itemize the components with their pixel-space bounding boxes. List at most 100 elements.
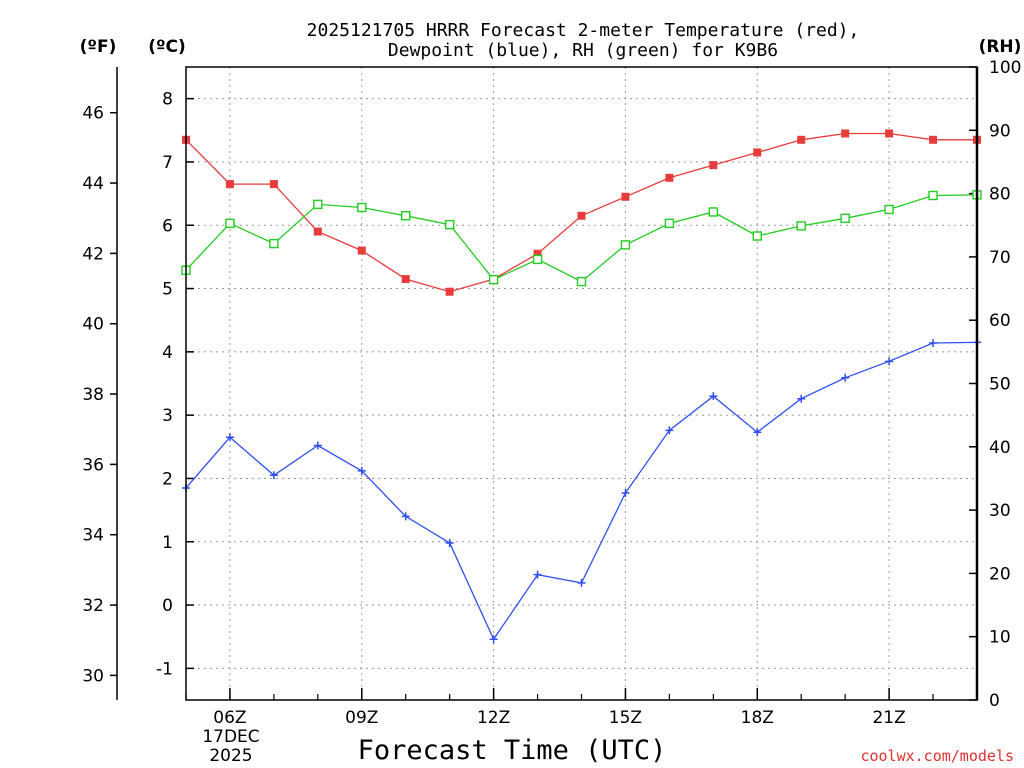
grid-lines bbox=[186, 67, 977, 700]
rh-point bbox=[840, 213, 850, 223]
dewpoint-point bbox=[929, 338, 938, 347]
temperature-point bbox=[665, 173, 674, 182]
f-tick-label: 36 bbox=[82, 455, 104, 475]
x-tick-label: 09Z bbox=[345, 708, 378, 728]
chart-title-line1: 2025121705 HRRR Forecast 2-meter Tempera… bbox=[307, 20, 860, 41]
rh-tick-label: 60 bbox=[989, 311, 1011, 331]
rh-point bbox=[313, 199, 323, 210]
rh-tick-label: 100 bbox=[989, 58, 1021, 78]
temperature-point bbox=[929, 135, 938, 144]
temperature-point bbox=[797, 135, 806, 144]
rh-point bbox=[576, 276, 587, 287]
celsius-axis: -1 0 1 2 3 4 5 6 7 8 bbox=[156, 90, 194, 679]
rh-point bbox=[796, 221, 806, 231]
x-tick-label: 18Z bbox=[741, 708, 774, 728]
series-temperature bbox=[182, 129, 981, 296]
credit-label: coolwx.com/models bbox=[860, 747, 1014, 765]
rh-point bbox=[357, 202, 367, 213]
dewpoint-point bbox=[753, 428, 762, 437]
c-tick-label: 6 bbox=[162, 216, 173, 236]
celsius-unit-label: (ºC) bbox=[148, 37, 186, 57]
rh-tick-label: 80 bbox=[989, 185, 1011, 205]
temperature-point bbox=[753, 148, 762, 157]
x-tick-label: 21Z bbox=[872, 708, 905, 728]
temperature-point bbox=[577, 211, 586, 220]
rh-point bbox=[444, 219, 455, 230]
temperature-point bbox=[885, 129, 894, 138]
f-tick-label: 32 bbox=[82, 596, 104, 616]
dewpoint-point bbox=[665, 426, 674, 435]
c-tick-label: 2 bbox=[162, 469, 173, 489]
dewpoint-point bbox=[533, 570, 542, 579]
f-tick-label: 30 bbox=[82, 666, 104, 686]
rh-line bbox=[185, 194, 978, 283]
time-axis: 06Z 09Z 12Z 15Z 18Z 21Z bbox=[185, 688, 978, 728]
rh-axis: 0 10 20 30 40 50 60 70 80 90 100 bbox=[969, 58, 1021, 711]
rh-point bbox=[884, 204, 894, 215]
series-dewpoint bbox=[182, 338, 981, 644]
rh-tick-label: 90 bbox=[989, 121, 1011, 141]
dewpoint-point bbox=[445, 539, 454, 548]
temperature-point bbox=[533, 249, 542, 258]
rh-tick-label: 40 bbox=[989, 438, 1011, 458]
date-label-year: 2025 bbox=[209, 746, 252, 766]
temperature-point bbox=[621, 192, 630, 201]
rh-tick-label: 10 bbox=[989, 628, 1011, 648]
f-tick-label: 34 bbox=[82, 526, 104, 546]
fahrenheit-unit-label: (ºF) bbox=[80, 37, 117, 57]
f-tick-label: 42 bbox=[82, 244, 104, 264]
date-label-day: 17DEC bbox=[202, 727, 259, 747]
temperature-point bbox=[401, 275, 410, 284]
rh-point bbox=[225, 218, 235, 229]
f-tick-label: 38 bbox=[82, 385, 104, 405]
fahrenheit-axis: 30 32 34 36 38 40 42 44 46 bbox=[82, 104, 117, 686]
dewpoint-line bbox=[185, 341, 978, 641]
temperature-point bbox=[445, 287, 454, 296]
c-tick-label: 3 bbox=[162, 406, 173, 426]
c-tick-label: 1 bbox=[162, 533, 173, 553]
rh-point bbox=[708, 207, 719, 217]
temperature-point bbox=[841, 129, 850, 138]
rh-point bbox=[401, 211, 411, 221]
rh-unit-label: (RH) bbox=[979, 37, 1022, 57]
dewpoint-point bbox=[269, 471, 278, 480]
dewpoint-point bbox=[885, 357, 894, 366]
dewpoint-point bbox=[313, 441, 322, 450]
dewpoint-point bbox=[489, 635, 498, 644]
temperature-point bbox=[269, 180, 278, 189]
c-tick-label: -1 bbox=[156, 659, 173, 679]
c-tick-label: 0 bbox=[162, 596, 173, 616]
dewpoint-point bbox=[841, 373, 850, 382]
x-tick-label: 12Z bbox=[477, 708, 510, 728]
rh-tick-label: 30 bbox=[989, 501, 1011, 521]
rh-point bbox=[752, 231, 762, 241]
c-tick-label: 8 bbox=[162, 90, 173, 110]
dewpoint-point bbox=[709, 392, 718, 401]
dewpoint-point bbox=[577, 578, 586, 587]
series-layer bbox=[181, 129, 982, 644]
c-tick-label: 5 bbox=[162, 280, 173, 300]
rh-point bbox=[664, 218, 675, 229]
rh-point bbox=[532, 254, 543, 265]
rh-tick-label: 0 bbox=[989, 691, 1000, 711]
rh-point bbox=[928, 190, 938, 201]
temperature-point bbox=[313, 227, 322, 236]
rh-point bbox=[488, 274, 499, 285]
c-tick-label: 7 bbox=[162, 153, 173, 173]
rh-point bbox=[269, 238, 279, 249]
f-tick-label: 44 bbox=[82, 174, 104, 194]
temperature-point bbox=[709, 161, 718, 170]
chart-title-line2: Dewpoint (blue), RH (green) for K9B6 bbox=[388, 40, 778, 61]
f-tick-label: 40 bbox=[82, 315, 104, 335]
dewpoint-point bbox=[621, 489, 630, 498]
dewpoint-point bbox=[357, 466, 366, 475]
dewpoint-point bbox=[225, 433, 234, 442]
temperature-point bbox=[225, 180, 234, 189]
x-tick-label: 15Z bbox=[609, 708, 642, 728]
dewpoint-point bbox=[401, 512, 410, 521]
c-tick-label: 4 bbox=[162, 343, 173, 363]
series-rh bbox=[181, 190, 982, 287]
rh-tick-label: 50 bbox=[989, 375, 1011, 395]
rh-tick-label: 20 bbox=[989, 564, 1011, 584]
